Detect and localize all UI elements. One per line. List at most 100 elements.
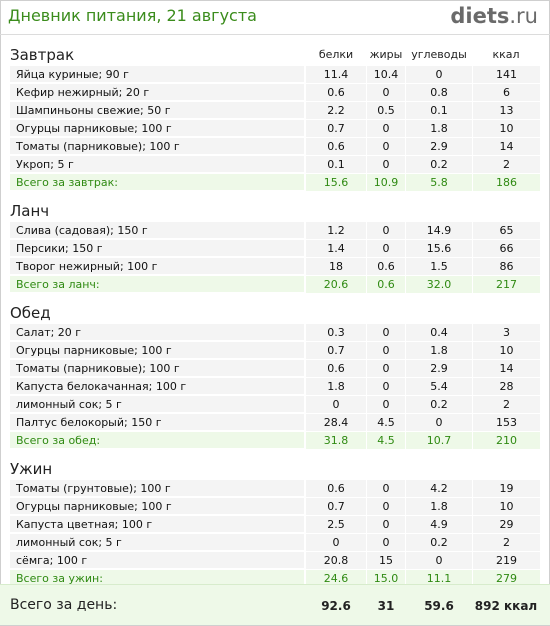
fat-value: 10.4 [367, 66, 405, 83]
protein-value: 1.8 [306, 378, 366, 395]
section-total-label: Всего за завтрак: [10, 174, 304, 191]
section-gap [0, 192, 550, 200]
fat-value: 15 [367, 552, 405, 569]
total-kcal: 210 [473, 432, 540, 449]
site-logo[interactable]: diets.ru [450, 4, 538, 28]
food-name: Капуста белокачанная; 100 г [10, 378, 304, 395]
table-row: Шампиньоны свежие; 50 г 2.2 0.5 0.1 13 [0, 102, 550, 120]
carbs-value: 2.9 [406, 360, 472, 377]
kcal-value: 86 [473, 258, 540, 275]
protein-value: 0.6 [306, 360, 366, 377]
food-name: Салат; 20 г [10, 324, 304, 341]
total-carbs: 5.8 [406, 174, 472, 191]
day-total-kcal: 892 ккал [474, 599, 538, 613]
day-total-carbs: 59.6 [424, 599, 454, 613]
protein-value: 0.6 [306, 138, 366, 155]
fat-value: 0 [367, 342, 405, 359]
day-total-label: Всего за день: [10, 597, 118, 613]
fat-value: 0 [367, 84, 405, 101]
carbs-value: 4.2 [406, 480, 472, 497]
carbs-value: 1.8 [406, 120, 472, 137]
section-total-row: Всего за обед: 31.8 4.5 10.7 210 [0, 432, 550, 450]
fat-value: 4.5 [367, 414, 405, 431]
food-name: лимонный сок; 5 г [10, 396, 304, 413]
section-total-label: Всего за ужин: [10, 570, 304, 587]
total-protein: 24.6 [306, 570, 366, 587]
section-total-label: Всего за обед: [10, 432, 304, 449]
table-row: лимонный сок; 5 г 0 0 0.2 2 [0, 534, 550, 552]
kcal-value: 19 [473, 480, 540, 497]
kcal-value: 10 [473, 342, 540, 359]
carbs-value: 5.4 [406, 378, 472, 395]
food-name: Шампиньоны свежие; 50 г [10, 102, 304, 119]
kcal-value: 2 [473, 534, 540, 551]
carbs-value: 4.9 [406, 516, 472, 533]
protein-value: 28.4 [306, 414, 366, 431]
kcal-value: 219 [473, 552, 540, 569]
table-row: Палтус белокорый; 150 г 28.4 4.5 0 153 [0, 414, 550, 432]
fat-value: 0 [367, 534, 405, 551]
protein-value: 0.7 [306, 498, 366, 515]
fat-value: 0 [367, 222, 405, 239]
table-row: Укроп; 5 г 0.1 0 0.2 2 [0, 156, 550, 174]
protein-value: 0 [306, 534, 366, 551]
column-header: жиры [369, 48, 403, 61]
column-header: ккал [492, 48, 520, 61]
food-name: Персики; 150 г [10, 240, 304, 257]
food-name: лимонный сок; 5 г [10, 534, 304, 551]
protein-value: 2.2 [306, 102, 366, 119]
protein-value: 0.7 [306, 342, 366, 359]
carbs-value: 0.2 [406, 396, 472, 413]
section-total-label: Всего за ланч: [10, 276, 304, 293]
food-name: Огурцы парниковые; 100 г [10, 120, 304, 137]
carbs-value: 1.8 [406, 342, 472, 359]
kcal-value: 10 [473, 498, 540, 515]
page-title: Дневник питания, 21 августа [8, 6, 257, 25]
total-protein: 31.8 [306, 432, 366, 449]
carbs-value: 0 [406, 552, 472, 569]
table-row: Огурцы парниковые; 100 г 0.7 0 1.8 10 [0, 342, 550, 360]
table-row: сёмга; 100 г 20.8 15 0 219 [0, 552, 550, 570]
column-header: белки [318, 48, 354, 61]
fat-value: 0 [367, 378, 405, 395]
food-name: Огурцы парниковые; 100 г [10, 498, 304, 515]
section-title: Ланч [10, 202, 50, 220]
section-total-row: Всего за завтрак: 15.6 10.9 5.8 186 [0, 174, 550, 192]
carbs-value: 0.2 [406, 534, 472, 551]
protein-value: 18 [306, 258, 366, 275]
carbs-value: 14.9 [406, 222, 472, 239]
kcal-value: 13 [473, 102, 540, 119]
section-header: Завтрак белки жиры углеводы ккал [0, 44, 550, 66]
food-name: Томаты (грунтовые); 100 г [10, 480, 304, 497]
kcal-value: 14 [473, 138, 540, 155]
fat-value: 0 [367, 396, 405, 413]
kcal-value: 28 [473, 378, 540, 395]
food-name: Укроп; 5 г [10, 156, 304, 173]
fat-value: 0 [367, 138, 405, 155]
protein-value: 2.5 [306, 516, 366, 533]
kcal-value: 14 [473, 360, 540, 377]
protein-value: 0.1 [306, 156, 366, 173]
fat-value: 0 [367, 156, 405, 173]
food-name: Огурцы парниковые; 100 г [10, 342, 304, 359]
carbs-value: 0.2 [406, 156, 472, 173]
total-protein: 15.6 [306, 174, 366, 191]
food-name: Капуста цветная; 100 г [10, 516, 304, 533]
total-carbs: 11.1 [406, 570, 472, 587]
table-row: Капуста цветная; 100 г 2.5 0 4.9 29 [0, 516, 550, 534]
total-protein: 20.6 [306, 276, 366, 293]
total-carbs: 32.0 [406, 276, 472, 293]
kcal-value: 65 [473, 222, 540, 239]
total-fat: 4.5 [367, 432, 405, 449]
carbs-value: 15.6 [406, 240, 472, 257]
food-name: Томаты (парниковые); 100 г [10, 360, 304, 377]
carbs-value: 0 [406, 414, 472, 431]
carbs-value: 2.9 [406, 138, 472, 155]
table-row: Капуста белокачанная; 100 г 1.8 0 5.4 28 [0, 378, 550, 396]
section-total-row: Всего за ланч: 20.6 0.6 32.0 217 [0, 276, 550, 294]
carbs-value: 0.1 [406, 102, 472, 119]
section-header: Ланч [0, 200, 550, 222]
table-row: Яйца куриные; 90 г 11.4 10.4 0 141 [0, 66, 550, 84]
protein-value: 0.6 [306, 480, 366, 497]
total-kcal: 186 [473, 174, 540, 191]
